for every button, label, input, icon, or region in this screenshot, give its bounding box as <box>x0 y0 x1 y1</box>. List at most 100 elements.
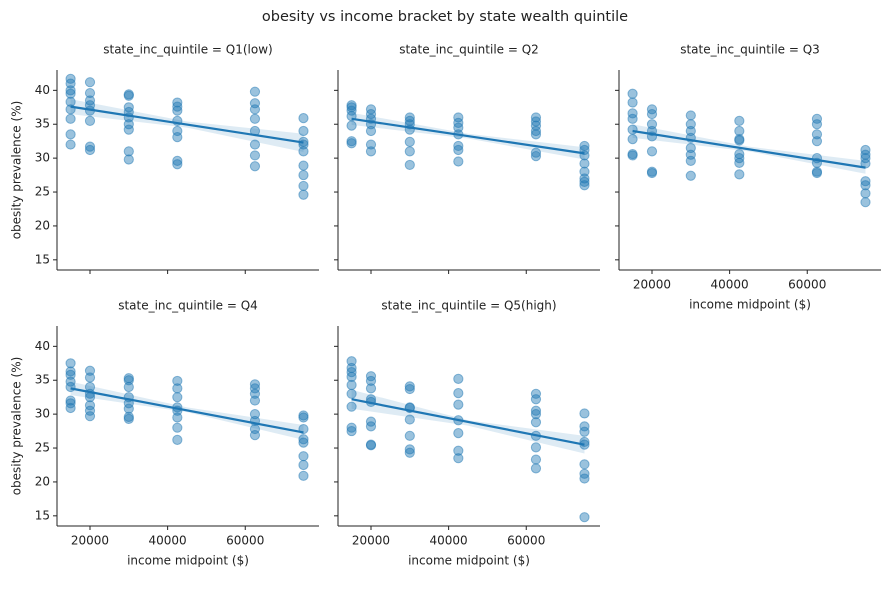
data-point <box>860 188 871 199</box>
data-point <box>346 425 357 437</box>
x-tick-label: 20000 <box>71 534 109 548</box>
data-point <box>579 158 590 169</box>
y-axis-label: obesity prevalence (%) <box>10 101 24 240</box>
data-point <box>734 157 745 168</box>
data-point <box>298 459 309 471</box>
x-tick-label: 60000 <box>507 534 545 548</box>
data-point <box>172 412 183 423</box>
x-tick-label: 60000 <box>788 278 826 292</box>
data-point <box>298 160 309 171</box>
data-point <box>530 388 542 399</box>
data-point <box>627 113 638 124</box>
data-point <box>84 400 96 411</box>
data-point <box>453 140 464 152</box>
data-point <box>453 156 464 167</box>
data-point <box>627 108 638 119</box>
data-point <box>860 176 871 187</box>
data-point <box>84 372 96 383</box>
data-point <box>298 180 309 192</box>
y-tick-label: 15 <box>35 252 50 266</box>
data-point <box>579 180 590 191</box>
data-point <box>172 101 183 112</box>
data-point <box>627 88 638 99</box>
data-point <box>84 141 96 152</box>
data-point <box>530 112 542 123</box>
data-point <box>298 113 309 124</box>
data-point <box>249 395 261 406</box>
x-axis-label: income midpoint ($) <box>127 554 249 568</box>
y-tick-label: 15 <box>35 508 50 522</box>
data-point <box>404 381 415 392</box>
data-point <box>734 135 745 146</box>
data-point <box>404 136 415 147</box>
data-point <box>298 451 309 462</box>
y-axis-label: obesity prevalence (%) <box>10 357 24 496</box>
data-point <box>627 97 638 108</box>
y-tick-label: 25 <box>35 441 50 455</box>
facet-title: state_inc_quintile = Q4 <box>118 299 258 313</box>
data-point <box>530 147 542 158</box>
data-point <box>530 463 542 474</box>
data-point <box>172 375 183 387</box>
data-point <box>453 373 464 384</box>
data-point <box>346 105 357 116</box>
data-point <box>530 129 542 140</box>
figure-title: obesity vs income bracket by state wealt… <box>262 9 628 25</box>
data-point <box>65 358 76 369</box>
data-point <box>298 125 309 137</box>
data-point <box>172 159 183 170</box>
regression-line <box>70 105 304 144</box>
data-point <box>627 134 638 145</box>
data-point <box>123 90 134 101</box>
data-point <box>65 366 76 377</box>
data-point <box>172 97 183 108</box>
y-tick-label: 30 <box>35 151 50 165</box>
data-point <box>453 445 464 456</box>
data-point <box>811 136 823 147</box>
data-point <box>646 167 658 179</box>
data-point <box>123 154 134 165</box>
data-point <box>346 401 357 412</box>
data-point <box>249 104 261 115</box>
data-point <box>346 422 357 433</box>
x-tick-label: 20000 <box>633 278 671 292</box>
data-point <box>365 375 377 387</box>
y-tick-label: 35 <box>35 373 50 387</box>
y-tick-label: 20 <box>35 218 50 232</box>
data-point <box>453 144 464 156</box>
data-point <box>530 409 542 420</box>
data-point <box>65 381 76 393</box>
data-point <box>249 150 261 161</box>
data-point <box>530 442 542 453</box>
data-point <box>123 146 134 157</box>
data-point <box>346 371 357 382</box>
data-point <box>172 392 183 403</box>
data-point <box>579 473 590 484</box>
data-point <box>530 125 542 137</box>
data-point <box>172 434 183 445</box>
data-point <box>249 113 261 124</box>
data-point <box>298 412 309 423</box>
data-point <box>65 395 76 406</box>
data-point <box>685 155 696 166</box>
regression-line <box>70 387 304 434</box>
data-point <box>579 421 590 432</box>
data-point <box>123 124 134 135</box>
data-point <box>365 440 377 451</box>
data-point <box>84 115 96 126</box>
data-point <box>346 379 357 391</box>
data-point <box>249 430 261 441</box>
data-point <box>627 124 638 135</box>
y-tick-label: 40 <box>35 83 50 97</box>
x-tick-label: 60000 <box>226 534 264 548</box>
data-point <box>685 110 696 121</box>
data-point <box>365 383 377 394</box>
data-point <box>298 189 309 200</box>
data-point <box>365 421 377 432</box>
data-point <box>530 151 542 162</box>
data-point <box>172 422 183 433</box>
data-point <box>404 444 415 455</box>
y-tick-label: 40 <box>35 339 50 353</box>
data-point <box>453 399 464 410</box>
data-point <box>298 434 309 445</box>
